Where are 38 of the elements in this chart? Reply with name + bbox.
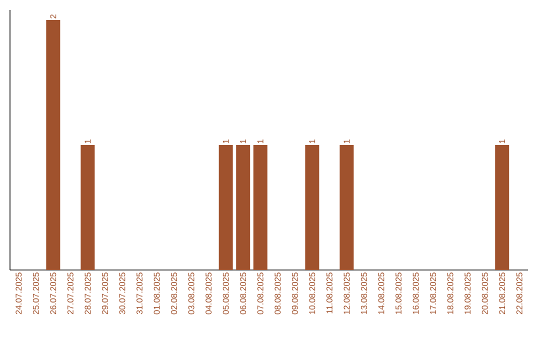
data-label: 1 xyxy=(257,140,264,144)
x-tick-label: 01.08.2025 xyxy=(154,272,160,314)
data-label: 1 xyxy=(344,140,350,144)
x-tick-label: 21.08.2025 xyxy=(499,272,506,314)
data-label: 1 xyxy=(84,140,91,144)
x-tick-label: 05.08.2025 xyxy=(222,272,229,314)
x-tick-label: 24.07.2025 xyxy=(16,272,22,314)
x-tick-label: 29.07.2025 xyxy=(102,272,108,314)
x-tick-label: 12.08.2025 xyxy=(344,272,350,314)
x-tick-label: 02.08.2025 xyxy=(171,272,178,314)
x-tick-label: 07.08.2025 xyxy=(257,272,264,314)
data-label: 1 xyxy=(240,140,246,144)
x-tick-label: 17.08.2025 xyxy=(430,272,436,314)
x-tick-label: 13.08.2025 xyxy=(360,272,367,314)
x-tick-label: 25.07.2025 xyxy=(32,272,39,314)
x-tick-label: 04.08.2025 xyxy=(206,272,212,314)
x-tick-label: 16.08.2025 xyxy=(412,272,419,314)
x-tick-label: 30.07.2025 xyxy=(119,272,126,314)
x-tick-label: 03.08.2025 xyxy=(188,272,194,314)
data-label: 1 xyxy=(309,140,316,144)
x-tick-label: 27.07.2025 xyxy=(67,272,74,314)
x-tick-label: 28.07.2025 xyxy=(84,272,91,314)
data-label: 2 xyxy=(50,14,56,18)
x-tick-label: 20.08.2025 xyxy=(482,272,488,314)
x-tick-label: 22.08.2025 xyxy=(516,272,522,314)
data-label: 1 xyxy=(222,140,229,144)
x-tick-label: 11.08.2025 xyxy=(326,272,332,314)
x-tick-label: 19.08.2025 xyxy=(464,272,471,314)
x-tick-label: 26.07.2025 xyxy=(50,272,56,314)
x-tick-label: 08.08.2025 xyxy=(274,272,281,314)
x-tick-label: 14.08.2025 xyxy=(378,272,384,314)
x-tick-label: 31.07.2025 xyxy=(136,272,142,314)
x-tick-label: 15.08.2025 xyxy=(396,272,402,314)
x-tick-label: 10.08.2025 xyxy=(309,272,316,314)
x-tick-label: 06.08.2025 xyxy=(240,272,246,314)
data-label: 1 xyxy=(499,140,506,144)
x-tick-label: 18.08.2025 xyxy=(447,272,454,314)
x-tick-label: 09.08.2025 xyxy=(292,272,298,314)
